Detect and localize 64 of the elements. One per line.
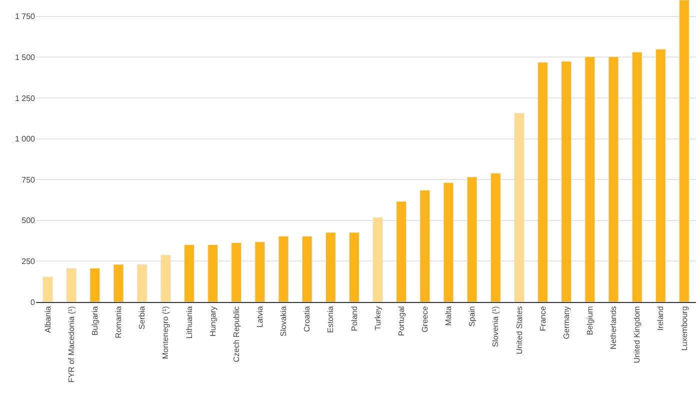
bar: [254, 242, 266, 302]
x-tick-label: Latvia: [256, 306, 265, 328]
x-tick-label: Malta: [444, 306, 454, 326]
bar: [420, 190, 430, 302]
x-tick-label: FYR of Macedonia (¹): [66, 306, 76, 383]
bar: [349, 232, 360, 302]
bar: [160, 254, 171, 302]
x-tick-label: Ireland: [656, 306, 666, 331]
y-tick-label: 0: [30, 298, 36, 307]
x-tick-label: Belgium: [586, 306, 595, 336]
x-tick-label: Luxembourg: [680, 306, 689, 351]
x-tick-label: Romania: [114, 306, 124, 338]
x-tick-label: Turkey: [373, 306, 382, 330]
bar: [231, 242, 242, 302]
y-tick-label: 1 000: [14, 134, 36, 144]
y-tick-label: 1 750: [14, 12, 36, 22]
x-tick-label: Serbia: [138, 306, 147, 330]
y-tick-label: 1 250: [14, 94, 36, 103]
bar: [490, 172, 501, 302]
bar: [302, 236, 312, 302]
x-tick-label: Poland: [350, 306, 359, 332]
bar: [584, 56, 596, 302]
y-tick-label: 750: [22, 175, 36, 184]
x-tick-label: Slovakia: [279, 306, 288, 336]
bar: [325, 232, 336, 302]
bar: [538, 62, 548, 302]
y-tick-label: 500: [22, 216, 36, 226]
y-tick-label: 1 500: [14, 52, 36, 62]
bar: [679, 0, 690, 302]
x-tick-label: Slovenia (¹): [491, 306, 500, 348]
bar: [113, 264, 124, 302]
bar: [443, 182, 454, 302]
bar: [136, 264, 148, 302]
x-tick-label: Lithuania: [184, 306, 194, 339]
x-tick-label: France: [538, 306, 548, 332]
bar: [608, 56, 619, 302]
x-tick-label: Montenegro (¹): [161, 306, 170, 360]
x-tick-label: Hungary: [208, 306, 218, 336]
bar: [66, 268, 77, 302]
x-tick-label: United Kingdom: [632, 306, 642, 364]
bar: [42, 276, 53, 302]
x-tick-label: Albania: [43, 306, 52, 333]
x-tick-label: Spain: [468, 306, 477, 327]
x-tick-label: Germany: [562, 306, 571, 340]
bar: [372, 217, 383, 302]
bar: [632, 52, 642, 302]
x-tick-label: United States: [514, 306, 524, 354]
y-tick-label: 250: [22, 256, 36, 266]
x-tick-label: Portugal: [396, 306, 406, 336]
x-tick-label: Estonia: [326, 306, 336, 333]
bar: [396, 201, 407, 302]
x-tick-label: Netherlands: [609, 306, 618, 350]
bar: [466, 176, 478, 302]
bar: [561, 61, 572, 302]
bar: [655, 48, 666, 302]
bar: [514, 112, 524, 302]
bar: [90, 268, 100, 302]
x-tick-label: Greece: [420, 306, 430, 332]
x-tick-label: Bulgaria: [90, 306, 100, 336]
x-tick-label: Czech Republic: [232, 306, 241, 362]
x-tick-label: Croatia: [302, 306, 312, 332]
bar: [278, 236, 289, 302]
bar: [208, 244, 218, 302]
bar: [184, 244, 194, 302]
